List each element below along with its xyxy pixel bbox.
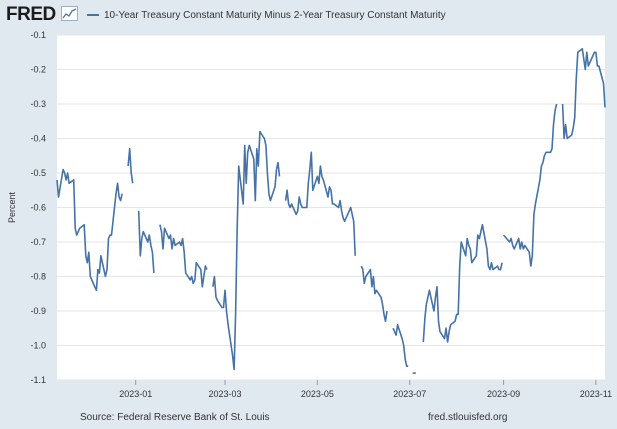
series-line-segment	[392, 323, 409, 368]
chart-legend[interactable]: 10-Year Treasury Constant Maturity Minus…	[87, 8, 446, 22]
y-tick-label: -0.8	[30, 272, 46, 282]
y-tick-label: -0.7	[30, 237, 46, 247]
series-line-segment	[127, 148, 134, 184]
series-line-segment	[422, 223, 503, 343]
x-tick-label: 2023-03	[209, 389, 242, 399]
y-tick-label: -0.4	[30, 134, 46, 144]
line-chart-icon	[61, 6, 78, 21]
series-line-segment	[159, 224, 208, 288]
series-line-segment	[360, 265, 388, 323]
y-tick-label: -0.2	[30, 65, 46, 75]
x-tick-label: 2023-07	[393, 389, 426, 399]
fred-url-link[interactable]: fred.stlouisfed.org	[428, 412, 508, 423]
x-tick-label: 2023-05	[301, 389, 334, 399]
legend-series-label: 10-Year Treasury Constant Maturity Minus…	[104, 9, 446, 21]
y-tick-label: -0.1	[30, 30, 46, 40]
y-tick-label: -0.5	[30, 168, 46, 178]
series-line-segment	[212, 130, 281, 371]
series-layer	[56, 47, 606, 374]
y-tick-label: -0.3	[30, 99, 46, 109]
series-line-segment	[284, 151, 356, 256]
gridlines	[57, 34, 605, 381]
x-axis-ticks: 2023-01 2023-03 2023-05 2023-07 2023-09 2023-…	[119, 380, 612, 399]
y-axis-title: Percent	[7, 191, 17, 223]
series-line-segment	[56, 168, 123, 292]
legend-line-swatch	[87, 14, 99, 16]
y-axis-ticks: -0.1 -0.2 -0.3 -0.4 -0.5 -0.6 -0.7 -0.8 -0.9 -1.0…	[30, 30, 46, 385]
source-credit: Source: Federal Reserve Bank of St. Loui…	[80, 412, 270, 423]
y-tick-label: -1.0	[30, 341, 46, 351]
fred-logo[interactable]: FRED	[6, 4, 56, 25]
series-line-segment	[502, 103, 558, 267]
x-tick-label: 2023-11	[580, 389, 612, 399]
series-line-segment	[561, 47, 606, 140]
y-tick-label: -0.9	[30, 306, 46, 316]
series-line-segment	[137, 210, 155, 274]
x-tick-label: 2023-09	[487, 389, 520, 399]
y-tick-label: -0.6	[30, 203, 46, 213]
y-tick-label: -1.1	[30, 375, 46, 385]
x-tick-label: 2023-01	[119, 389, 152, 399]
chart-header: FRED 10-Year Treasury Constant Maturity …	[0, 0, 617, 30]
